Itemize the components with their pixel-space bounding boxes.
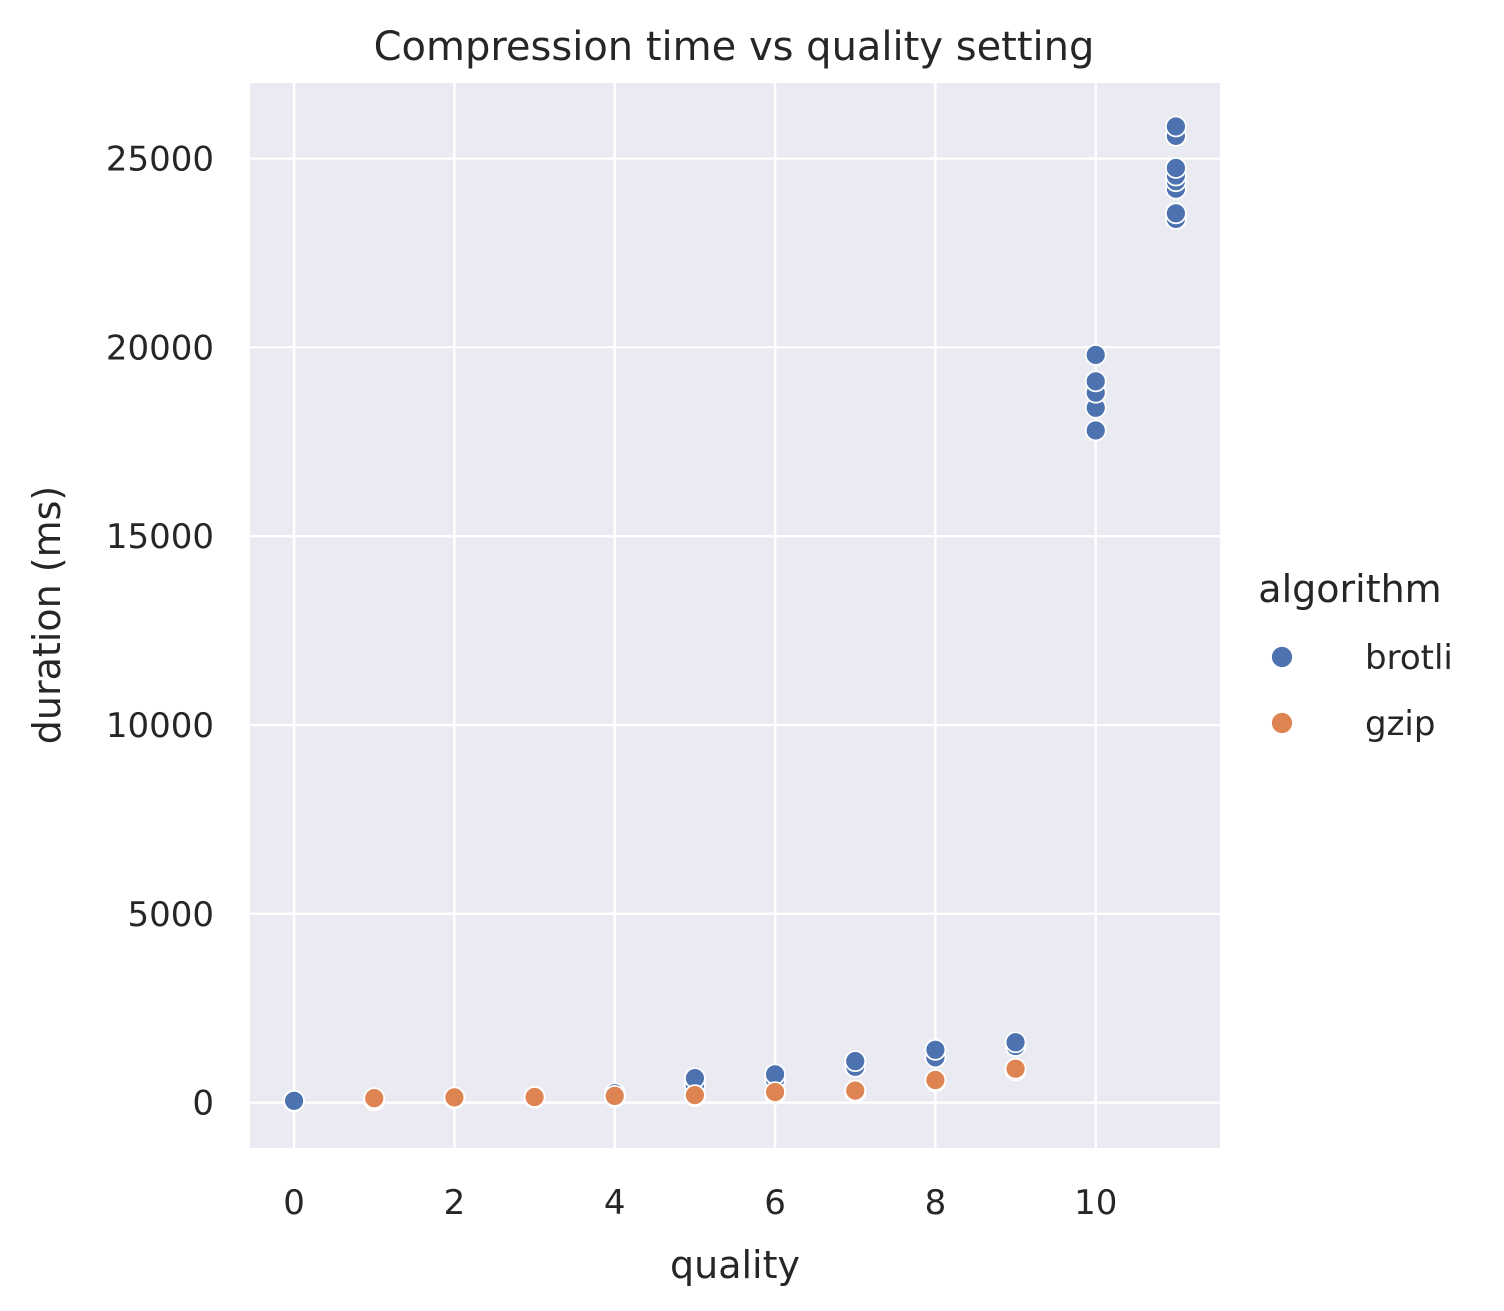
data-points [283, 115, 1187, 1113]
chart-title: Compression time vs quality setting [374, 24, 1095, 70]
point-brotli [844, 1050, 867, 1073]
point-gzip [844, 1079, 867, 1102]
y-tick-label: 15000 [106, 517, 214, 557]
legend-label-gzip: gzip [1365, 704, 1435, 744]
y-tick-label: 25000 [106, 140, 214, 180]
legend-marker-brotli [1270, 645, 1294, 669]
point-gzip [603, 1084, 626, 1107]
y-tick-label: 0 [192, 1084, 214, 1124]
y-tick-label: 10000 [106, 706, 214, 746]
legend-marker-gzip [1270, 711, 1294, 735]
x-tick-labels: 0 2 4 6 8 10 [283, 1183, 1117, 1223]
point-brotli [1165, 115, 1187, 138]
point-gzip [924, 1069, 947, 1091]
point-brotli [283, 1089, 305, 1112]
x-tick-label: 10 [1074, 1183, 1117, 1223]
legend-title: algorithm [1258, 567, 1441, 611]
point-gzip [684, 1084, 706, 1107]
y-tick-label: 20000 [106, 328, 214, 368]
y-tick-label: 5000 [127, 895, 214, 935]
y-gridlines [250, 157, 1220, 1104]
plot-area [250, 83, 1220, 1148]
x-axis-label: quality [670, 1243, 800, 1287]
point-gzip [1004, 1057, 1027, 1080]
point-brotli [1084, 370, 1107, 393]
y-axis-label: duration (ms) [25, 486, 69, 744]
point-gzip [363, 1087, 386, 1110]
x-tick-label: 8 [925, 1183, 947, 1223]
x-tick-label: 6 [764, 1183, 786, 1223]
x-tick-label: 0 [283, 1183, 305, 1223]
point-brotli [1165, 157, 1187, 179]
point-brotli [1165, 202, 1187, 225]
point-gzip [443, 1086, 466, 1109]
point-gzip [523, 1086, 546, 1108]
y-tick-labels: 0 5000 10000 15000 20000 25000 [106, 140, 214, 1124]
point-brotli [1004, 1031, 1027, 1054]
x-tick-label: 4 [604, 1183, 626, 1223]
point-brotli [1084, 344, 1107, 366]
x-tick-label: 2 [444, 1183, 466, 1223]
x-gridlines [292, 83, 1097, 1148]
legend: algorithm brotli gzip [1258, 567, 1453, 744]
point-brotli [1084, 419, 1107, 442]
point-gzip [764, 1081, 786, 1104]
legend-label-brotli: brotli [1365, 638, 1453, 678]
point-brotli [924, 1038, 947, 1061]
